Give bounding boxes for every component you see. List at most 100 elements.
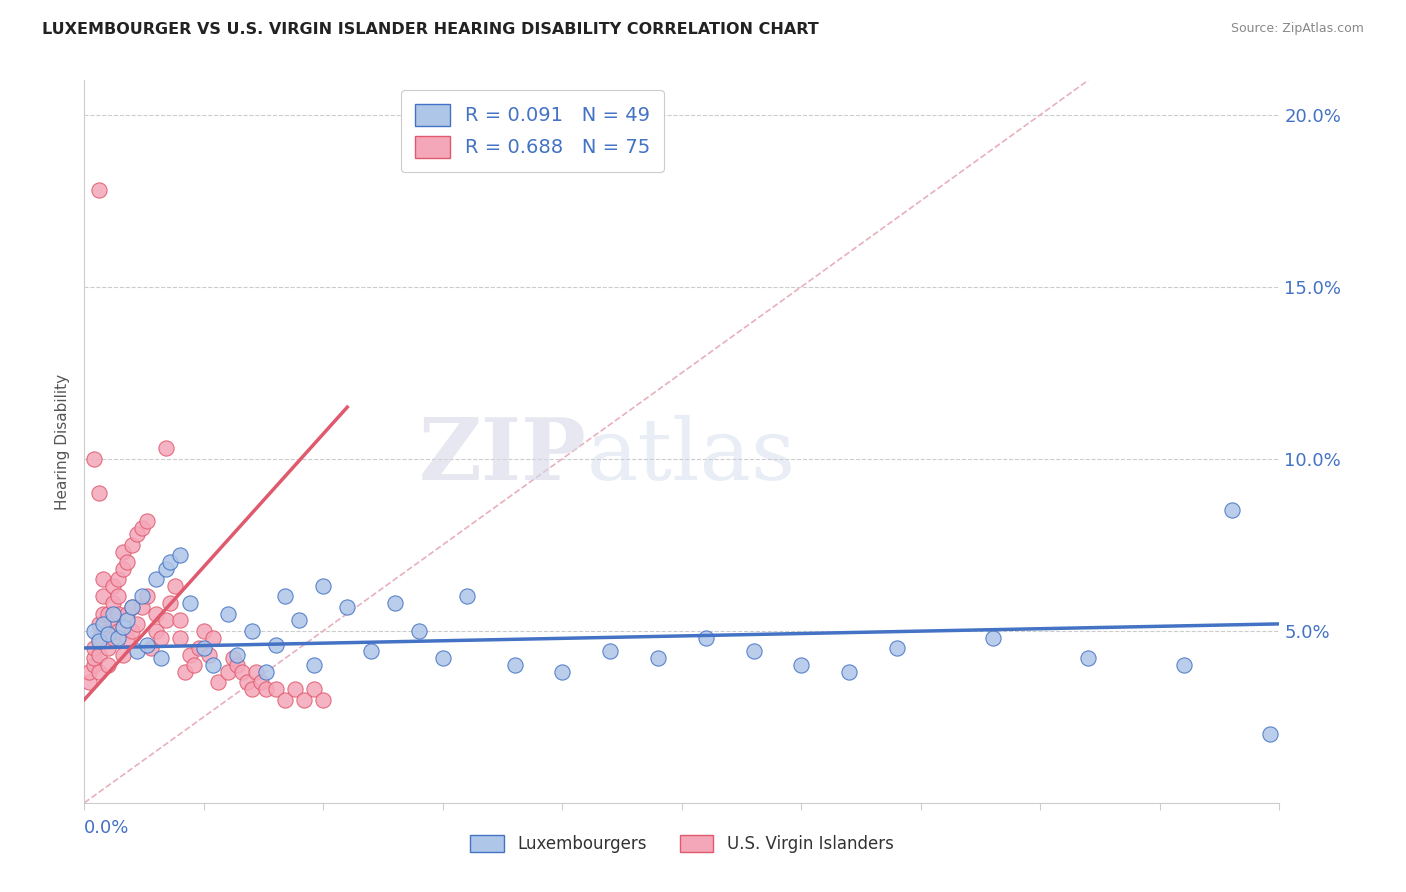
Point — [292, 692, 315, 706]
Point — [131, 590, 153, 604]
Y-axis label: Hearing Disability: Hearing Disability — [55, 374, 70, 509]
Point — [1077, 651, 1099, 665]
Point — [169, 614, 191, 628]
Point — [551, 665, 574, 679]
Point — [173, 665, 195, 679]
Point — [226, 658, 249, 673]
Point — [193, 624, 215, 638]
Point — [274, 692, 297, 706]
Point — [1258, 727, 1281, 741]
Point — [107, 590, 129, 604]
Text: LUXEMBOURGER VS U.S. VIRGIN ISLANDER HEARING DISABILITY CORRELATION CHART: LUXEMBOURGER VS U.S. VIRGIN ISLANDER HEA… — [42, 22, 818, 37]
Point — [284, 682, 307, 697]
Point — [77, 665, 100, 679]
Point — [250, 675, 273, 690]
Point — [221, 651, 243, 665]
Point — [125, 644, 148, 658]
Point — [456, 590, 478, 604]
Point — [135, 514, 157, 528]
Point — [155, 614, 177, 628]
Text: atlas: atlas — [586, 415, 796, 498]
Point — [145, 572, 167, 586]
Point — [87, 486, 110, 500]
Point — [97, 624, 120, 638]
Point — [97, 640, 120, 655]
Point — [245, 665, 267, 679]
Point — [135, 590, 157, 604]
Point — [149, 631, 172, 645]
Point — [145, 624, 167, 638]
Point — [121, 538, 143, 552]
Point — [312, 692, 335, 706]
Point — [83, 451, 105, 466]
Point — [254, 665, 277, 679]
Point — [336, 599, 359, 614]
Point — [207, 675, 229, 690]
Text: 0.0%: 0.0% — [84, 819, 129, 837]
Point — [125, 616, 148, 631]
Text: ZIP: ZIP — [419, 414, 586, 498]
Point — [101, 607, 124, 621]
Point — [159, 555, 181, 569]
Point — [101, 631, 124, 645]
Point — [886, 640, 908, 655]
Point — [101, 596, 124, 610]
Point — [197, 648, 219, 662]
Point — [217, 665, 239, 679]
Point — [87, 616, 110, 631]
Point — [111, 648, 134, 662]
Point — [432, 651, 454, 665]
Point — [117, 607, 139, 621]
Point — [141, 640, 163, 655]
Point — [107, 572, 129, 586]
Point — [149, 651, 172, 665]
Point — [360, 644, 382, 658]
Point — [87, 631, 110, 645]
Point — [179, 596, 201, 610]
Point — [93, 607, 115, 621]
Point — [302, 658, 325, 673]
Point — [97, 607, 120, 621]
Point — [193, 640, 215, 655]
Point — [790, 658, 813, 673]
Point — [107, 631, 129, 645]
Point — [599, 644, 621, 658]
Point — [101, 614, 124, 628]
Point — [169, 631, 191, 645]
Point — [503, 658, 526, 673]
Point — [742, 644, 765, 658]
Point — [97, 627, 120, 641]
Point — [1220, 503, 1243, 517]
Point — [254, 682, 277, 697]
Point — [83, 651, 105, 665]
Point — [274, 590, 297, 604]
Point — [93, 616, 115, 631]
Point — [135, 638, 157, 652]
Legend: Luxembourgers, U.S. Virgin Islanders: Luxembourgers, U.S. Virgin Islanders — [464, 828, 900, 860]
Point — [981, 631, 1004, 645]
Point — [183, 658, 205, 673]
Point — [93, 590, 115, 604]
Point — [647, 651, 669, 665]
Point — [1173, 658, 1195, 673]
Point — [312, 579, 335, 593]
Point — [77, 675, 100, 690]
Point — [302, 682, 325, 697]
Point — [117, 631, 139, 645]
Point — [87, 634, 110, 648]
Point — [169, 548, 191, 562]
Point — [695, 631, 717, 645]
Point — [87, 648, 110, 662]
Point — [87, 665, 110, 679]
Point — [121, 599, 143, 614]
Text: Source: ZipAtlas.com: Source: ZipAtlas.com — [1230, 22, 1364, 36]
Point — [97, 658, 120, 673]
Point — [159, 596, 181, 610]
Point — [231, 665, 253, 679]
Point — [236, 675, 259, 690]
Point — [111, 620, 134, 634]
Point — [264, 682, 287, 697]
Point — [107, 607, 129, 621]
Point — [240, 682, 263, 697]
Point — [145, 607, 167, 621]
